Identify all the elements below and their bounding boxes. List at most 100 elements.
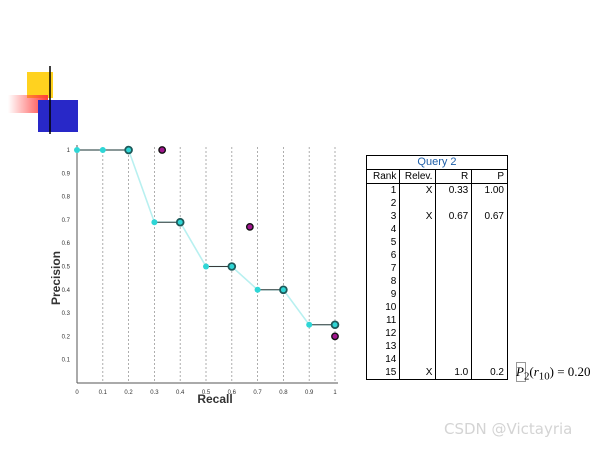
cell-recall <box>435 223 472 236</box>
formula-sub: 2 <box>523 370 530 383</box>
cell-precision <box>471 288 508 301</box>
observed-point <box>331 332 339 341</box>
cell-precision <box>471 301 508 314</box>
cell-rank: 15 <box>365 366 400 380</box>
x-tick-label: 0.3 <box>150 390 159 396</box>
ringed-point <box>227 262 237 271</box>
cell-precision <box>471 249 508 262</box>
col-relevant-header: Relev. <box>399 169 436 184</box>
cell-precision <box>471 275 508 288</box>
cell-precision <box>471 197 508 210</box>
cell-recall <box>435 340 472 353</box>
cell-relevant <box>399 197 436 210</box>
table-row: 6 <box>365 249 508 262</box>
cell-rank: 13 <box>365 340 400 353</box>
table-row: 13 <box>365 340 508 353</box>
observed-point <box>158 146 167 154</box>
interpolated-point <box>254 286 261 293</box>
cell-relevant: X <box>399 183 436 197</box>
cell-recall: 0.33 <box>435 183 472 197</box>
table-row: 2 <box>365 197 508 210</box>
cell-relevant <box>399 236 436 249</box>
cell-recall: 1.0 <box>435 366 472 380</box>
interpolated-point <box>74 147 80 153</box>
cell-precision: 1.00 <box>471 183 508 197</box>
col-precision-header: P <box>471 169 508 184</box>
col-recall-header: R <box>435 169 472 184</box>
x-tick-label: 0.4 <box>176 390 185 396</box>
table-row: 9 <box>365 288 508 301</box>
table-row: 12 <box>365 327 508 340</box>
cell-precision <box>471 223 508 236</box>
cell-precision <box>471 314 508 327</box>
interpolated-point <box>306 321 313 328</box>
cell-recall <box>435 314 472 327</box>
cell-precision <box>471 353 508 366</box>
cell-relevant <box>399 249 436 262</box>
table-body: 1 X 0.33 1.00 2 3 X 0.67 0.67 4 5 6 7 8 9 10 11 12 13 14 15 X… <box>365 183 508 380</box>
formula-image-frame <box>516 362 526 382</box>
cell-recall <box>435 327 472 340</box>
cell-relevant <box>399 262 436 275</box>
x-tick-label: 0.2 <box>124 390 133 396</box>
y-tick-label: 0.3 <box>62 311 71 317</box>
cell-rank: 8 <box>365 275 400 288</box>
cell-relevant: X <box>399 366 436 380</box>
cell-recall <box>435 275 472 288</box>
cell-rank: 3 <box>365 210 400 223</box>
cell-relevant <box>399 288 436 301</box>
ringed-point <box>124 145 133 155</box>
table-row: 14 <box>365 353 508 366</box>
y-tick-label: 0.8 <box>62 195 71 201</box>
table-row: 11 <box>365 314 508 327</box>
interpolated-point <box>99 147 106 153</box>
y-tick-label: 0.4 <box>62 288 71 294</box>
cell-recall <box>435 197 472 210</box>
x-tick-label: 0.9 <box>305 390 314 396</box>
col-rank-header: Rank <box>365 169 400 184</box>
table-row: 1 X 0.33 1.00 <box>365 183 508 197</box>
cell-rank: 6 <box>365 249 400 262</box>
cell-precision: 0.2 <box>471 366 508 380</box>
axes <box>76 145 338 384</box>
interpolated-point <box>151 219 158 226</box>
watermark: CSDN @Victayria <box>444 420 573 438</box>
deco-blue-square <box>38 100 78 132</box>
precision-formula: P2(r10) = 0.20 <box>516 364 591 383</box>
formula-arg: r <box>533 364 539 379</box>
formula-arg-sub: 10 <box>538 370 550 383</box>
cell-recall <box>435 249 472 262</box>
cell-rank: 2 <box>365 197 400 210</box>
cell-relevant <box>399 275 436 288</box>
cell-rank: 14 <box>365 353 400 366</box>
y-tick-label: 0.2 <box>62 334 71 340</box>
cell-recall <box>435 301 472 314</box>
y-tick-label: 0.7 <box>62 218 71 224</box>
table-row: 15 X 1.0 0.2 <box>365 366 508 380</box>
x-tick-label: 1 <box>333 390 337 396</box>
cell-recall <box>435 288 472 301</box>
x-tick-label: 0.8 <box>279 390 288 396</box>
table-title: Query 2 <box>366 155 508 170</box>
deco-yellow-square <box>27 72 53 98</box>
ringed-point <box>279 285 288 295</box>
cell-recall: 0.67 <box>435 210 472 223</box>
y-tick-label: 0.5 <box>62 265 71 271</box>
cell-recall <box>435 353 472 366</box>
table-row: 10 <box>365 301 508 314</box>
cell-relevant <box>399 340 436 353</box>
cell-relevant <box>399 353 436 366</box>
cell-rank: 5 <box>365 236 400 249</box>
cell-recall <box>435 236 472 249</box>
table-row: 3 X 0.67 0.67 <box>365 210 508 223</box>
y-tick-label: 0.9 <box>62 171 71 177</box>
ringed-point <box>175 217 185 227</box>
y-tick-labels: 0.1 0.2 0.3 0.4 0.5 0.6 0.7 0.8 0.9 1 <box>62 148 71 364</box>
y-tick-label: 0.1 <box>62 358 71 364</box>
ringed-point <box>330 320 340 330</box>
cell-precision <box>471 262 508 275</box>
x-tick-label: 0 <box>75 390 79 396</box>
data-points <box>74 145 340 341</box>
x-tick-label: 0.6 <box>228 390 237 396</box>
precision-recall-chart: 0 0.1 0.2 0.3 0.4 0.5 0.6 0.7 0.8 0.9 1 0.10.20.30… <box>49 145 340 406</box>
